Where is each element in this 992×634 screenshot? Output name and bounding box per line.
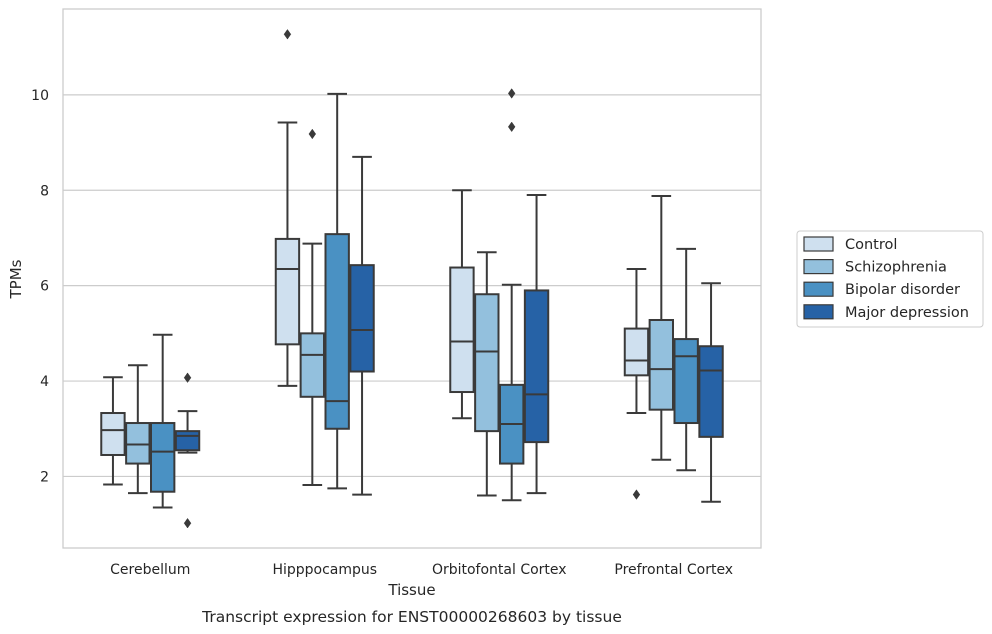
y-axis-title: TPMs <box>7 259 25 299</box>
x-tick-label: Hipppocampus <box>272 562 377 578</box>
x-tick-label: Orbitofontal Cortex <box>432 562 567 578</box>
box-iqr <box>449 266 475 394</box>
box-0-3 <box>623 267 650 500</box>
legend-label: Control <box>845 237 897 253</box>
legend-frame <box>796 230 984 328</box>
box-iqr <box>125 422 151 465</box>
outlier-point <box>183 372 192 383</box>
box-3-2 <box>523 194 550 495</box>
box-iqr <box>623 327 650 377</box>
box-2-2 <box>499 88 525 502</box>
y-tick-labels: 2 4 6 8 10 <box>31 88 49 486</box>
legend: Control Schizophrenia Bipolar disorder Majo… <box>796 230 984 328</box>
box-0-2 <box>449 189 475 420</box>
legend-label: Schizophrenia <box>845 260 947 276</box>
box-3-3 <box>698 282 724 503</box>
box-3-1 <box>349 155 375 496</box>
y-tick-label: 10 <box>31 88 49 104</box>
box-iqr <box>673 338 699 425</box>
box-iqr <box>274 237 301 346</box>
chart-title: Transcript expression for ENST0000026860… <box>201 608 622 626</box>
box-0-0 <box>100 376 126 486</box>
box-iqr <box>474 293 500 433</box>
legend-swatch <box>803 281 834 297</box>
y-tick-label: 4 <box>40 374 49 390</box>
outlier-point <box>283 29 292 40</box>
box-2-0 <box>150 333 176 509</box>
plot-area <box>63 9 761 548</box>
box-0-1 <box>274 29 301 387</box>
legend-swatch <box>803 236 834 252</box>
box-iqr <box>324 233 350 430</box>
legend-label: Major depression <box>845 305 969 321</box>
y-tick-label: 8 <box>40 183 49 199</box>
outlier-point <box>183 517 192 529</box>
box-1-1 <box>299 128 326 487</box>
boxes <box>100 29 724 529</box>
outlier-point <box>632 489 641 500</box>
box-1-0 <box>125 364 151 495</box>
legend-label: Bipolar disorder <box>845 282 960 298</box>
box-iqr <box>349 264 375 373</box>
box-iqr <box>150 422 176 493</box>
legend-swatch <box>803 304 834 320</box>
box-1-3 <box>648 194 674 461</box>
outlier-point <box>308 128 317 140</box>
box-iqr <box>299 332 326 398</box>
outlier-point <box>507 121 516 133</box>
box-iqr <box>100 412 126 456</box>
x-tick-labels: Cerebellum Hipppocampus Orbitofontal Corte… <box>110 562 733 578</box>
outlier-point <box>507 88 516 99</box>
box-iqr <box>174 430 201 452</box>
box-iqr <box>648 318 674 411</box>
box-2-3 <box>673 247 699 472</box>
box-3-0 <box>174 372 201 529</box>
x-tick-label: Prefrontal Cortex <box>614 562 733 578</box>
x-tick-label: Cerebellum <box>110 562 190 578</box>
box-iqr <box>523 289 550 444</box>
y-tick-label: 2 <box>40 469 49 485</box>
gridlines <box>63 94 761 478</box>
x-axis-title: Tissue <box>387 581 435 599</box>
y-tick-label: 6 <box>40 279 49 295</box>
legend-swatch <box>803 259 834 275</box>
plot-frame <box>62 8 762 549</box>
box-iqr <box>698 345 724 438</box>
box-2-1 <box>324 92 350 490</box>
box-1-2 <box>474 251 500 497</box>
